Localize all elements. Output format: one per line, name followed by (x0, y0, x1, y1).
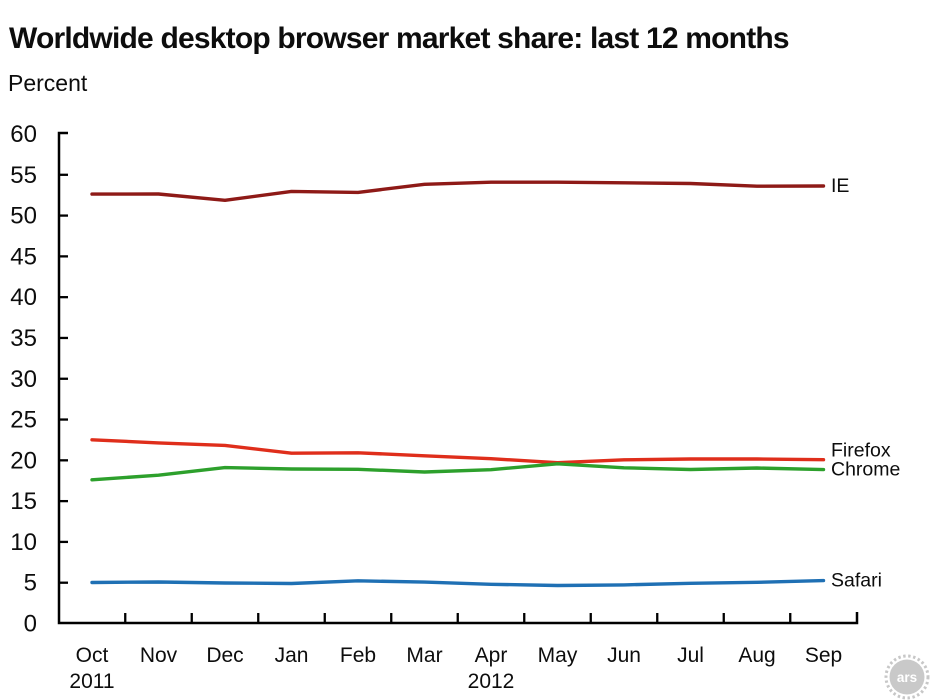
ars-logo-disc (889, 659, 925, 695)
ars-logo-ring (884, 654, 930, 700)
y-axis-tick-label: 25 (10, 407, 37, 434)
x-axis-month-label: Sep (805, 644, 842, 667)
series-end-label-chrome: Chrome (831, 459, 900, 481)
y-axis-tick-label: 20 (10, 447, 37, 474)
series-line-safari (90, 578, 826, 588)
y-axis-tick-label: 55 (10, 162, 37, 189)
x-axis-month-label: Aug (738, 644, 775, 667)
y-axis-tick-label: 60 (10, 121, 37, 148)
x-axis-month-label: Apr (475, 644, 508, 667)
y-axis-tick-label: 0 (24, 611, 37, 638)
x-axis-month-label: Jul (677, 644, 704, 667)
x-axis-month-label: Nov (140, 644, 178, 667)
series-end-label-ie: IE (831, 175, 849, 197)
y-axis-tick-label: 15 (10, 488, 37, 515)
series-line-chrome (90, 462, 826, 482)
x-axis-month-label: Dec (206, 644, 243, 667)
x-axis-year-label: 2011 (69, 670, 114, 693)
y-axis-tick-label: 40 (10, 284, 37, 311)
y-axis-tick-label: 35 (10, 325, 37, 352)
x-axis-month-label: Feb (340, 644, 376, 667)
x-axis-month-label: Jun (607, 644, 641, 667)
x-axis-month-label: Mar (406, 644, 442, 667)
y-axis-tick-label: 50 (10, 203, 37, 230)
ars-logo: ars (884, 654, 930, 700)
y-axis-tick-label: 10 (10, 529, 37, 556)
chart-y-axis-caption: Percent (8, 70, 88, 96)
ars-logo-text: ars (897, 670, 917, 685)
chart-title: Worldwide desktop browser market share: … (9, 22, 790, 55)
y-axis-tick-label: 45 (10, 243, 37, 270)
series-end-label-firefox: Firefox (831, 440, 891, 462)
series-end-label-safari: Safari (831, 570, 882, 592)
x-axis-month-label: Jan (275, 644, 309, 667)
y-axis-tick-label: 30 (10, 366, 37, 393)
axis-frame (57, 131, 859, 625)
series-line-firefox (90, 438, 826, 465)
series-line-ie (90, 180, 826, 203)
x-axis-month-label: May (538, 644, 578, 667)
y-axis-tick-label: 5 (24, 570, 37, 597)
x-axis-month-label: Oct (76, 644, 109, 667)
x-axis-year-label: 2012 (468, 670, 515, 693)
